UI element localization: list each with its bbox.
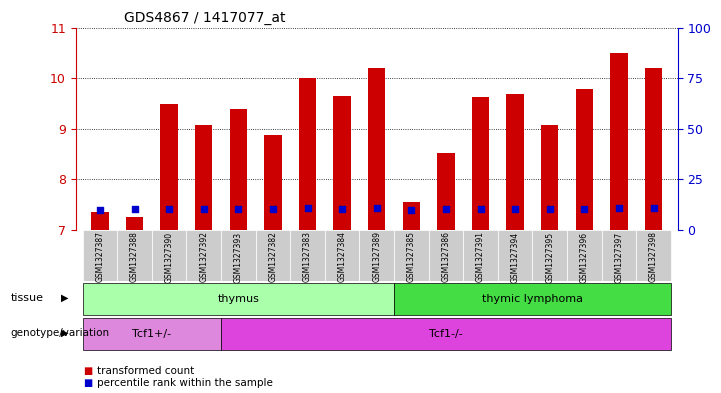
- Bar: [506, 94, 523, 230]
- Text: GSM1327385: GSM1327385: [407, 231, 416, 283]
- Text: GSM1327383: GSM1327383: [303, 231, 312, 283]
- Text: ■: ■: [83, 366, 92, 376]
- Point: [302, 205, 314, 211]
- Text: Tcf1+/-: Tcf1+/-: [132, 329, 172, 339]
- Bar: [83, 283, 394, 314]
- Bar: [195, 125, 213, 230]
- Bar: [187, 230, 221, 281]
- Text: GSM1327394: GSM1327394: [510, 231, 520, 283]
- Point: [474, 206, 486, 212]
- Bar: [83, 318, 221, 350]
- Text: GSM1327392: GSM1327392: [199, 231, 208, 283]
- Text: thymic lymphoma: thymic lymphoma: [482, 294, 583, 304]
- Text: transformed count: transformed count: [97, 366, 195, 376]
- Bar: [161, 105, 178, 230]
- Point: [405, 206, 417, 213]
- Point: [164, 206, 175, 212]
- Bar: [437, 153, 454, 230]
- Bar: [152, 230, 187, 281]
- Bar: [610, 53, 627, 230]
- Bar: [221, 230, 256, 281]
- Text: ▶: ▶: [61, 293, 68, 303]
- Bar: [230, 110, 247, 230]
- Bar: [394, 230, 428, 281]
- Bar: [575, 89, 593, 230]
- Point: [613, 205, 624, 211]
- Bar: [325, 230, 360, 281]
- Point: [440, 206, 451, 212]
- Point: [267, 206, 279, 212]
- Bar: [601, 230, 636, 281]
- Bar: [299, 78, 317, 230]
- Bar: [92, 212, 109, 230]
- Point: [129, 206, 141, 213]
- Bar: [645, 68, 662, 230]
- Text: GSM1327382: GSM1327382: [268, 231, 278, 282]
- Bar: [126, 217, 143, 230]
- Bar: [394, 283, 671, 314]
- Bar: [567, 230, 601, 281]
- Bar: [541, 125, 558, 230]
- Point: [578, 206, 590, 212]
- Text: GDS4867 / 1417077_at: GDS4867 / 1417077_at: [124, 11, 286, 25]
- Point: [94, 206, 106, 213]
- Text: percentile rank within the sample: percentile rank within the sample: [97, 378, 273, 388]
- Text: GSM1327395: GSM1327395: [545, 231, 554, 283]
- Text: GSM1327386: GSM1327386: [441, 231, 451, 283]
- Bar: [636, 230, 671, 281]
- Bar: [368, 68, 385, 230]
- Bar: [256, 230, 291, 281]
- Bar: [265, 135, 282, 230]
- Text: GSM1327390: GSM1327390: [164, 231, 174, 283]
- Point: [198, 206, 210, 212]
- Text: thymus: thymus: [218, 294, 260, 304]
- Bar: [428, 230, 463, 281]
- Text: GSM1327384: GSM1327384: [337, 231, 347, 283]
- Text: genotype/variation: genotype/variation: [11, 328, 110, 338]
- Text: GSM1327391: GSM1327391: [476, 231, 485, 283]
- Text: GSM1327396: GSM1327396: [580, 231, 589, 283]
- Bar: [360, 230, 394, 281]
- Bar: [118, 230, 152, 281]
- Point: [647, 205, 659, 211]
- Text: Tcf1-/-: Tcf1-/-: [429, 329, 463, 339]
- Bar: [497, 230, 532, 281]
- Text: GSM1327389: GSM1327389: [372, 231, 381, 283]
- Text: GSM1327387: GSM1327387: [95, 231, 105, 283]
- Point: [544, 206, 555, 212]
- Text: GSM1327388: GSM1327388: [130, 231, 139, 282]
- Bar: [463, 230, 497, 281]
- Text: GSM1327397: GSM1327397: [614, 231, 624, 283]
- Text: ▶: ▶: [61, 328, 68, 338]
- Point: [337, 206, 348, 212]
- Point: [371, 205, 382, 211]
- Point: [509, 206, 521, 212]
- Bar: [532, 230, 567, 281]
- Bar: [334, 96, 351, 230]
- Bar: [221, 318, 671, 350]
- Bar: [83, 230, 118, 281]
- Bar: [472, 97, 489, 230]
- Point: [233, 206, 244, 212]
- Text: GSM1327393: GSM1327393: [234, 231, 243, 283]
- Bar: [291, 230, 325, 281]
- Bar: [402, 202, 420, 230]
- Text: tissue: tissue: [11, 293, 44, 303]
- Text: GSM1327398: GSM1327398: [649, 231, 658, 283]
- Text: ■: ■: [83, 378, 92, 388]
